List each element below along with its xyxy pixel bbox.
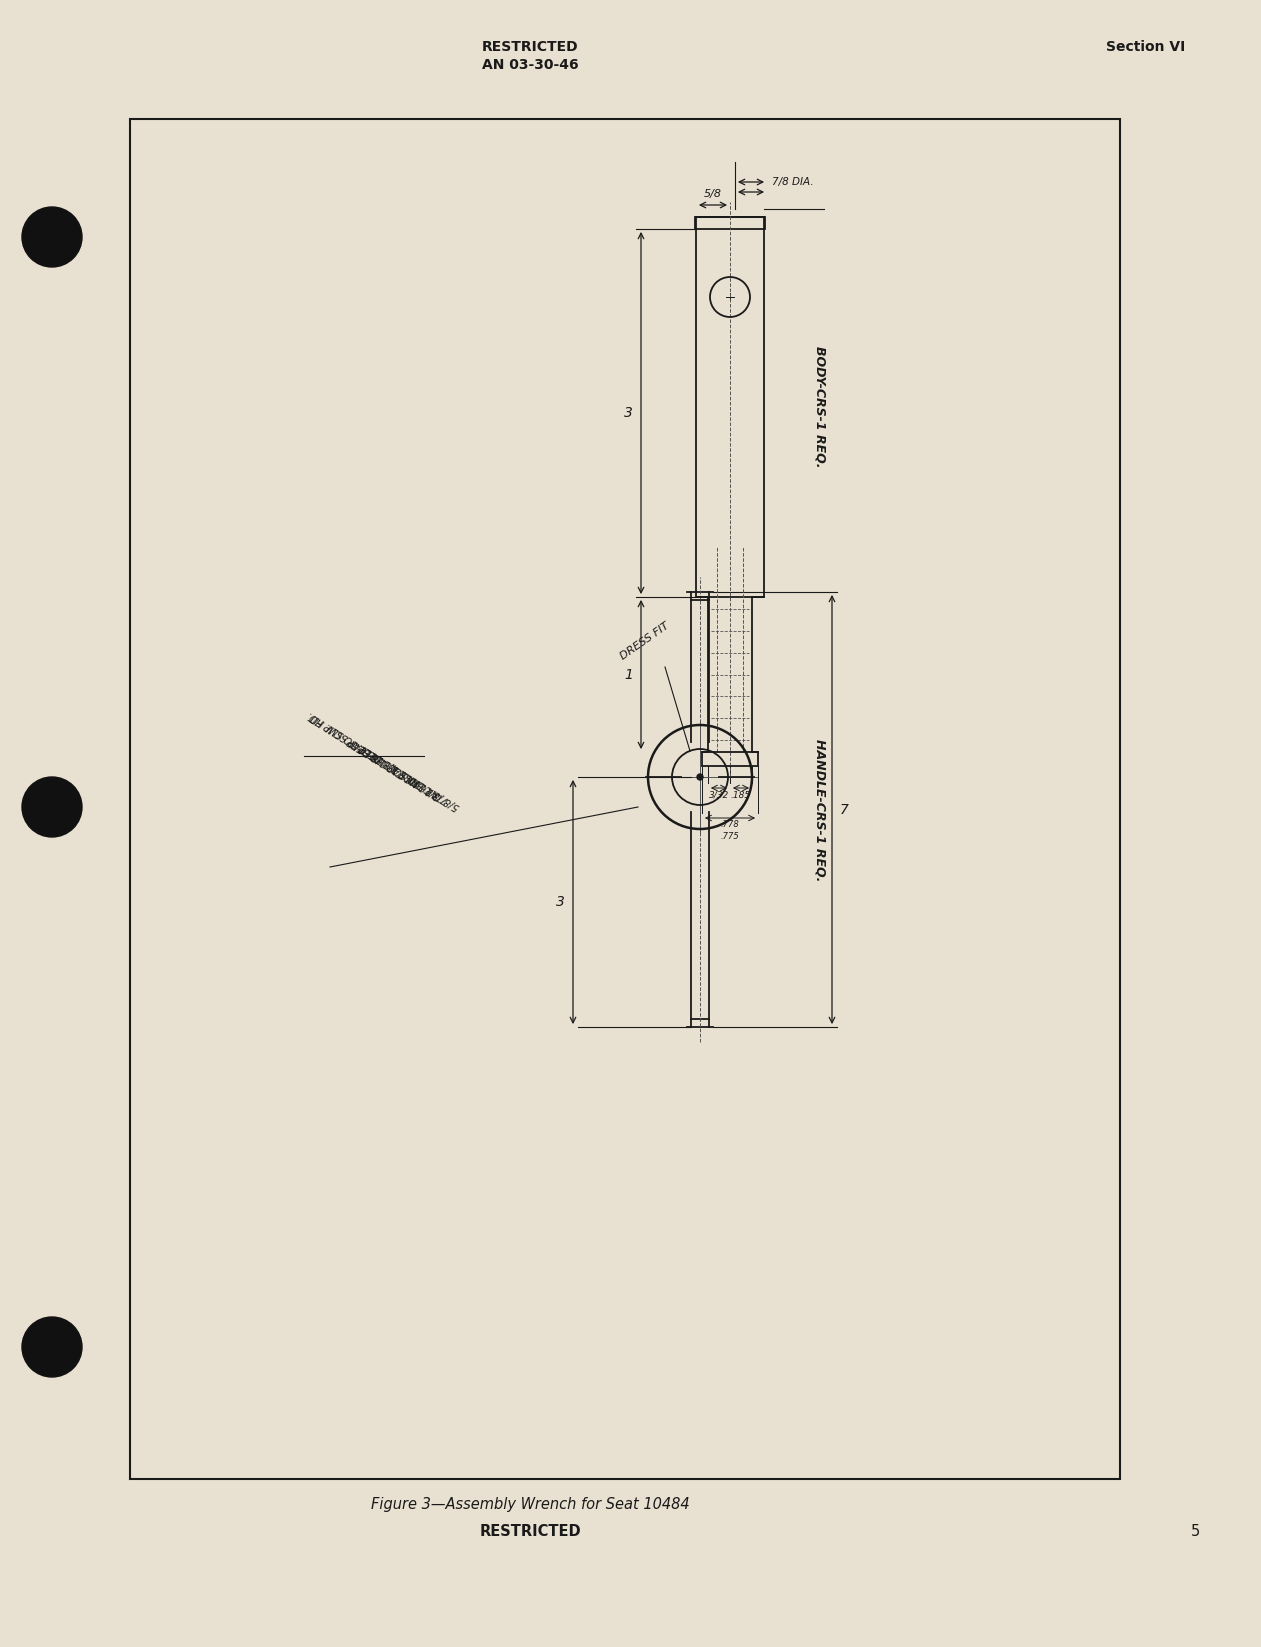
Text: 3: 3 (624, 407, 633, 420)
Text: .775: .775 (720, 832, 739, 842)
Bar (696, 217, 764, 596)
Text: 7/8 C BORE 1/8 DEEP TO SLIP FIT: 7/8 C BORE 1/8 DEEP TO SLIP FIT (309, 712, 450, 805)
Text: 5/8: 5/8 (704, 189, 723, 199)
Text: 5: 5 (1190, 1525, 1200, 1540)
Circle shape (21, 777, 82, 837)
Text: 3: 3 (556, 894, 565, 909)
Circle shape (21, 1318, 82, 1377)
Text: 7: 7 (840, 804, 849, 817)
Text: DRESS FIT: DRESS FIT (619, 621, 671, 662)
Text: 3/32: 3/32 (709, 791, 729, 800)
Text: RESTRICTED: RESTRICTED (482, 40, 579, 54)
Text: 7/8 DIA.: 7/8 DIA. (772, 176, 813, 188)
Text: .185: .185 (731, 791, 752, 800)
Text: Figure 3—Assembly Wrench for Seat 10484: Figure 3—Assembly Wrench for Seat 10484 (371, 1497, 690, 1512)
Text: 3/16 NC TAP 1/8 DEEP: 3/16 NC TAP 1/8 DEEP (347, 735, 443, 800)
Text: 1: 1 (624, 669, 633, 682)
Bar (702, 753, 758, 766)
Circle shape (697, 774, 702, 781)
Bar (130, 119, 1120, 1479)
Text: AN 03-30-46: AN 03-30-46 (482, 58, 579, 72)
Text: .778: .778 (720, 820, 739, 828)
Text: Section VI: Section VI (1106, 40, 1185, 54)
Circle shape (21, 208, 82, 267)
Text: HANDLE-CRS-1 REQ.: HANDLE-CRS-1 REQ. (813, 740, 826, 881)
Text: 5/8 TAP DRILL 1/8 DEEP: 5/8 TAP DRILL 1/8 DEEP (358, 743, 462, 812)
Text: BODY-CRS-1 REQ.: BODY-CRS-1 REQ. (813, 346, 826, 468)
Text: 10 SOC. HD. CAP SCW. HD.: 10 SOC. HD. CAP SCW. HD. (305, 710, 422, 787)
Bar (695, 217, 765, 229)
Text: RESTRICTED: RESTRICTED (479, 1525, 581, 1540)
